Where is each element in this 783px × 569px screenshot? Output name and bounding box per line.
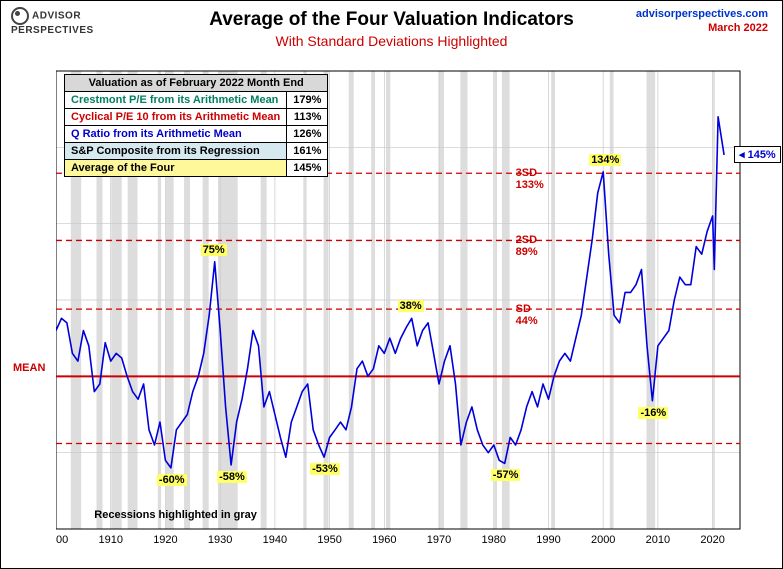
data-callout: -53% — [310, 463, 340, 475]
svg-text:2000: 2000 — [591, 534, 615, 546]
row-label: Crestmont P/E from its Arithmetic Mean — [65, 92, 287, 109]
chart-subtitle: With Standard Deviations Highlighted — [1, 33, 782, 49]
svg-text:1910: 1910 — [98, 534, 122, 546]
table-row: Q Ratio from its Arithmetic Mean126% — [65, 126, 328, 143]
chart-title: Average of the Four Valuation Indicators — [1, 9, 782, 31]
svg-text:1920: 1920 — [153, 534, 177, 546]
row-label: Cyclical P/E 10 from its Arithmetic Mean — [65, 109, 287, 126]
row-value: 161% — [287, 143, 328, 160]
recession-note: Recessions highlighted in gray — [94, 509, 257, 521]
data-callout: -60% — [157, 474, 187, 486]
chart-container: ADVISORPERSPECTIVES advisorperspectives.… — [0, 0, 783, 569]
data-callout: 75% — [201, 244, 227, 256]
table-row: Crestmont P/E from its Arithmetic Mean17… — [65, 92, 328, 109]
row-value: 179% — [287, 92, 328, 109]
mean-label: MEAN — [13, 362, 45, 374]
svg-text:2010: 2010 — [646, 534, 670, 546]
sd-label: 3SD133% — [516, 167, 544, 191]
table-header: Valuation as of February 2022 Month End — [65, 75, 328, 92]
svg-text:1900: 1900 — [56, 534, 68, 546]
data-callout: -58% — [217, 471, 247, 483]
svg-text:1960: 1960 — [372, 534, 396, 546]
row-value: 113% — [287, 109, 328, 126]
data-callout: 38% — [398, 300, 424, 312]
row-label: S&P Composite from its Regression — [65, 143, 287, 160]
row-label: Average of the Four — [65, 160, 287, 177]
svg-text:2020: 2020 — [700, 534, 724, 546]
table-row: Average of the Four145% — [65, 160, 328, 177]
data-callout: 134% — [589, 154, 621, 166]
svg-text:1940: 1940 — [263, 534, 287, 546]
data-callout: -57% — [491, 469, 521, 481]
svg-text:1950: 1950 — [317, 534, 341, 546]
table-row: Cyclical P/E 10 from its Arithmetic Mean… — [65, 109, 328, 126]
end-value-label: ◂ 145% — [734, 146, 781, 163]
sd-label: 2SD89% — [516, 234, 538, 258]
sd-label: SD44% — [516, 303, 538, 327]
row-value: 126% — [287, 126, 328, 143]
row-value: 145% — [287, 160, 328, 177]
row-label: Q Ratio from its Arithmetic Mean — [65, 126, 287, 143]
svg-text:1990: 1990 — [536, 534, 560, 546]
svg-text:1930: 1930 — [208, 534, 232, 546]
data-callout: -16% — [638, 407, 668, 419]
table-row: S&P Composite from its Regression161% — [65, 143, 328, 160]
svg-text:1970: 1970 — [427, 534, 451, 546]
valuation-table: Valuation as of February 2022 Month EndC… — [64, 74, 328, 177]
svg-text:1980: 1980 — [482, 534, 506, 546]
